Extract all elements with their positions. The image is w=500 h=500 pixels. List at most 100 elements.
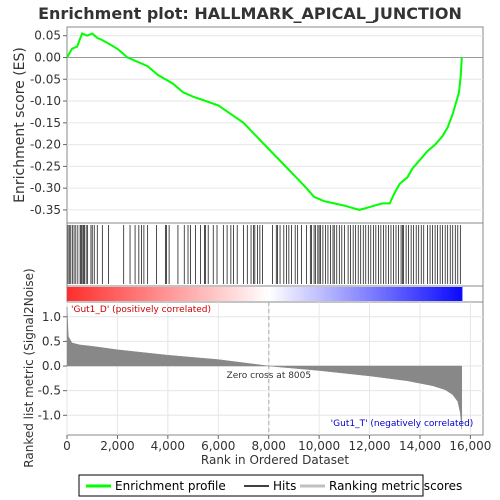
- rank-color-segment: [297, 287, 302, 301]
- rank-color-segment: [330, 287, 335, 301]
- rank-color-segment: [188, 287, 193, 301]
- rank-color-segment: [290, 287, 295, 301]
- es-y-tick-label: -0.15: [30, 116, 61, 130]
- x-tick-label: 0: [63, 439, 71, 453]
- rank-color-segment: [274, 287, 279, 301]
- es-y-tick-label: -0.30: [30, 181, 61, 195]
- rank-color-segment: [409, 287, 414, 301]
- metric-y-ticks: 1.0 0.5 0.0 -0.5 -1.0: [38, 310, 67, 422]
- rank-color-segment: [287, 287, 292, 301]
- rank-color-segment: [340, 287, 344, 301]
- rank-color-segment: [86, 287, 91, 301]
- rank-color-segment: [195, 287, 200, 301]
- rank-color-segment: [280, 287, 285, 301]
- legend-enrichment-label: Enrichment profile: [115, 479, 226, 493]
- rank-color-segment: [448, 287, 453, 301]
- rank-color-segment: [113, 287, 117, 301]
- es-y-tick-label: -0.05: [30, 72, 61, 86]
- rank-color-segment: [76, 287, 81, 301]
- rank-color-segment: [326, 287, 331, 301]
- rank-color-segment: [244, 287, 249, 301]
- rank-color-segment: [359, 287, 364, 301]
- rank-color-segment: [261, 287, 266, 301]
- rank-color-segment: [372, 287, 377, 301]
- rank-color-segment: [415, 287, 420, 301]
- rank-color-segment: [369, 287, 374, 301]
- x-tick-label: 16,000: [449, 439, 491, 453]
- rank-color-segment: [389, 287, 394, 301]
- rank-color-segment: [313, 287, 318, 301]
- rank-color-segment: [382, 287, 387, 301]
- rank-color-segment: [428, 287, 433, 301]
- rank-color-segment: [182, 287, 187, 301]
- metric-y-tick-label: 0.5: [42, 334, 61, 348]
- rank-color-segment: [455, 287, 460, 301]
- rank-color-segment: [307, 287, 312, 301]
- rank-color-segment: [442, 287, 446, 301]
- zero-cross-label: Zero cross at 8005: [227, 371, 312, 381]
- rank-color-segment: [172, 287, 177, 301]
- rank-color-segment: [139, 287, 144, 301]
- rank-color-segment: [83, 287, 88, 301]
- rank-color-segment: [438, 287, 443, 301]
- rank-color-segment: [93, 287, 98, 301]
- rank-color-segment: [323, 287, 328, 301]
- rank-color-segment: [363, 287, 368, 301]
- rank-color-segment: [264, 287, 269, 301]
- rank-color-segment: [303, 287, 308, 301]
- rank-color-segment: [458, 287, 463, 301]
- rank-color-segment: [185, 287, 190, 301]
- rank-color-segment: [277, 287, 282, 301]
- es-y-tick-label: -0.25: [30, 159, 61, 173]
- rank-color-segment: [168, 287, 173, 301]
- metric-y-tick-label: -0.5: [38, 384, 61, 398]
- rank-color-segment: [136, 287, 140, 301]
- rank-color-segment: [445, 287, 450, 301]
- x-tick-label: 4,000: [151, 439, 185, 453]
- rank-color-segment: [106, 287, 111, 301]
- enrichment-profile-line: [66, 32, 463, 211]
- rank-color-segment: [126, 287, 131, 301]
- rank-color-segment: [366, 287, 371, 301]
- rank-color-segment: [257, 287, 262, 301]
- rank-color-segment: [211, 287, 216, 301]
- metric-y-tick-label: 0.0: [42, 359, 61, 373]
- rank-color-segment: [178, 287, 183, 301]
- rank-color-segment: [234, 287, 239, 301]
- rank-color-segment: [353, 287, 358, 301]
- rank-color-segment: [333, 287, 338, 301]
- rank-color-segment: [231, 287, 236, 301]
- rank-color-segment: [399, 287, 404, 301]
- rank-color-segment: [221, 287, 226, 301]
- metric-y-tick-label: -1.0: [38, 408, 61, 422]
- rank-color-segment: [70, 287, 75, 301]
- rank-color-segment: [152, 287, 157, 301]
- rank-color-segment: [241, 287, 246, 301]
- es-y-ticks: 0.05 0.00 -0.05 -0.10 -0.15 -0.20 -0.25 -0.30 -0…: [30, 29, 67, 217]
- rank-color-segment: [162, 287, 167, 301]
- rank-color-segment: [451, 287, 456, 301]
- rank-color-segment: [198, 287, 203, 301]
- rank-color-segment: [224, 287, 229, 301]
- x-tick-label: 14,000: [399, 439, 441, 453]
- rank-color-segment: [149, 287, 154, 301]
- rank-color-segment: [294, 287, 298, 301]
- rank-color-segment: [343, 287, 348, 301]
- rank-color-segment: [432, 287, 437, 301]
- hits-marks: [67, 225, 461, 284]
- rank-color-segment: [119, 287, 124, 301]
- x-axis-label: Rank in Ordered Dataset: [201, 453, 349, 467]
- rank-color-segment: [356, 287, 361, 301]
- rank-color-segment: [80, 287, 85, 301]
- rank-color-segment: [67, 287, 71, 301]
- es-panel-frame: [66, 26, 484, 224]
- rank-color-segment: [422, 287, 427, 301]
- rank-color-segment: [129, 287, 134, 301]
- rank-color-segment: [122, 287, 127, 301]
- rank-color-segment: [419, 287, 423, 301]
- rank-color-segment: [254, 287, 259, 301]
- es-y-tick-label: -0.35: [30, 203, 61, 217]
- legend-hits-label: Hits: [273, 479, 296, 493]
- rank-color-segment: [405, 287, 410, 301]
